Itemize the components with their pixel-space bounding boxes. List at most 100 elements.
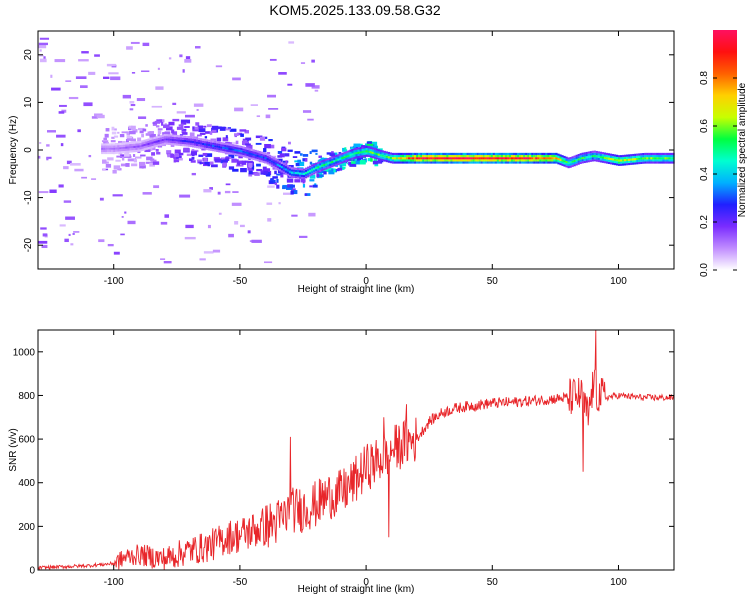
noise-speckle: [103, 76, 110, 79]
spectral-cell: [316, 174, 324, 178]
ridge-cell: [391, 159, 395, 162]
y-tick-label: -20: [23, 238, 34, 253]
ridge-cell: [109, 151, 112, 155]
ridge-cell: [167, 138, 170, 141]
ridge-cell: [458, 159, 461, 162]
ridge-cell: [278, 160, 281, 163]
ridge-cell: [454, 154, 457, 158]
noise-speckle: [268, 108, 279, 110]
spectral-cell: [172, 131, 178, 136]
ridge-cell: [416, 161, 419, 164]
noise-speckle: [58, 111, 65, 114]
x-tick-label: -50: [233, 577, 248, 588]
ridge-cell: [319, 167, 322, 170]
ridge-cell: [359, 149, 362, 152]
ridge-cell: [309, 165, 312, 168]
ridge-cell: [605, 159, 609, 162]
spectral-cell: [231, 128, 237, 132]
ridge-cell: [179, 141, 183, 144]
ridge-cell: [131, 145, 134, 149]
spectral-cell: [138, 127, 145, 131]
spectral-cell: [149, 162, 155, 167]
ridge-cell: [210, 142, 213, 145]
ridge-cell: [482, 159, 485, 162]
ridge-cell: [557, 157, 560, 161]
ridge-cell: [353, 156, 356, 159]
ridge-cell: [381, 150, 384, 153]
spectral-cell: [216, 126, 222, 129]
ridge-cell: [488, 152, 491, 156]
ridge-cell: [553, 159, 556, 162]
noise-speckle: [266, 202, 273, 205]
spectral-cell: [209, 131, 213, 135]
ridge-cell: [650, 161, 653, 164]
spectral-cell: [126, 131, 131, 136]
ridge-cell: [131, 141, 134, 144]
ridge-cell: [171, 140, 174, 144]
ridge-cell: [339, 157, 342, 160]
ridge-cell: [670, 154, 673, 158]
ridge-cell: [529, 157, 532, 160]
ridge-cell: [448, 157, 451, 160]
spectral-cell: [247, 163, 250, 168]
spectral-cell: [294, 179, 301, 183]
ridge-cell: [474, 161, 477, 164]
ridge-cell: [371, 155, 374, 159]
ridge-cell: [125, 148, 128, 151]
ridge-cell: [373, 152, 376, 155]
ridge-cell: [426, 159, 429, 162]
spectral-cell: [122, 141, 126, 144]
ridge-cell: [490, 154, 493, 158]
ridge-cell: [593, 154, 596, 158]
ridge-cell: [531, 159, 534, 162]
ridge-cell: [329, 157, 332, 160]
ridge-cell: [512, 154, 516, 158]
ridge-cell: [418, 154, 421, 158]
ridge-cell: [555, 161, 558, 164]
spectral-cell: [353, 143, 361, 148]
ridge-cell: [282, 169, 286, 172]
ridge-cell: [624, 154, 627, 157]
spectral-cell: [247, 167, 254, 171]
ridge-cell: [395, 152, 399, 156]
ridge-cell: [359, 155, 362, 158]
x-tick-label: 50: [487, 577, 499, 588]
ridge-cell: [254, 151, 257, 155]
ridge-cell: [533, 152, 536, 156]
ridge-cell: [155, 136, 158, 139]
ridge-cell: [339, 159, 342, 163]
ridge-cell: [527, 152, 530, 156]
ridge-cell: [521, 154, 524, 158]
noise-speckle: [239, 224, 245, 228]
ridge-cell: [133, 141, 136, 144]
noise-speckle: [176, 111, 186, 114]
ridge-cell: [478, 152, 481, 156]
ridge-cell: [282, 167, 286, 170]
ridge-cell: [619, 161, 623, 164]
ridge-cell: [345, 155, 348, 158]
ridge-cell: [139, 147, 142, 150]
ridge-cell: [220, 146, 223, 149]
ridge-cell: [214, 145, 217, 148]
ridge-cell: [652, 157, 655, 160]
ridge-cell: [549, 161, 552, 164]
ridge-cell: [175, 141, 178, 144]
ridge-cell: [632, 158, 635, 161]
ridge-cell: [129, 148, 132, 151]
ridge-cell: [307, 166, 310, 169]
ridge-cell: [525, 159, 528, 162]
ridge-cell: [636, 157, 639, 161]
ridge-cell: [585, 156, 588, 159]
ridge-cell: [599, 151, 602, 154]
noise-speckle: [121, 216, 124, 218]
ridge-cell: [250, 150, 253, 154]
spectral-cell: [245, 137, 252, 141]
ridge-cell: [262, 156, 265, 159]
ridge-cell: [662, 157, 665, 160]
ridge-cell: [430, 161, 433, 164]
ridge-cell: [605, 161, 609, 164]
ridge-cell: [363, 146, 366, 149]
ridge-cell: [204, 138, 207, 142]
ridge-cell: [440, 161, 443, 164]
ridge-cell: [103, 151, 106, 155]
